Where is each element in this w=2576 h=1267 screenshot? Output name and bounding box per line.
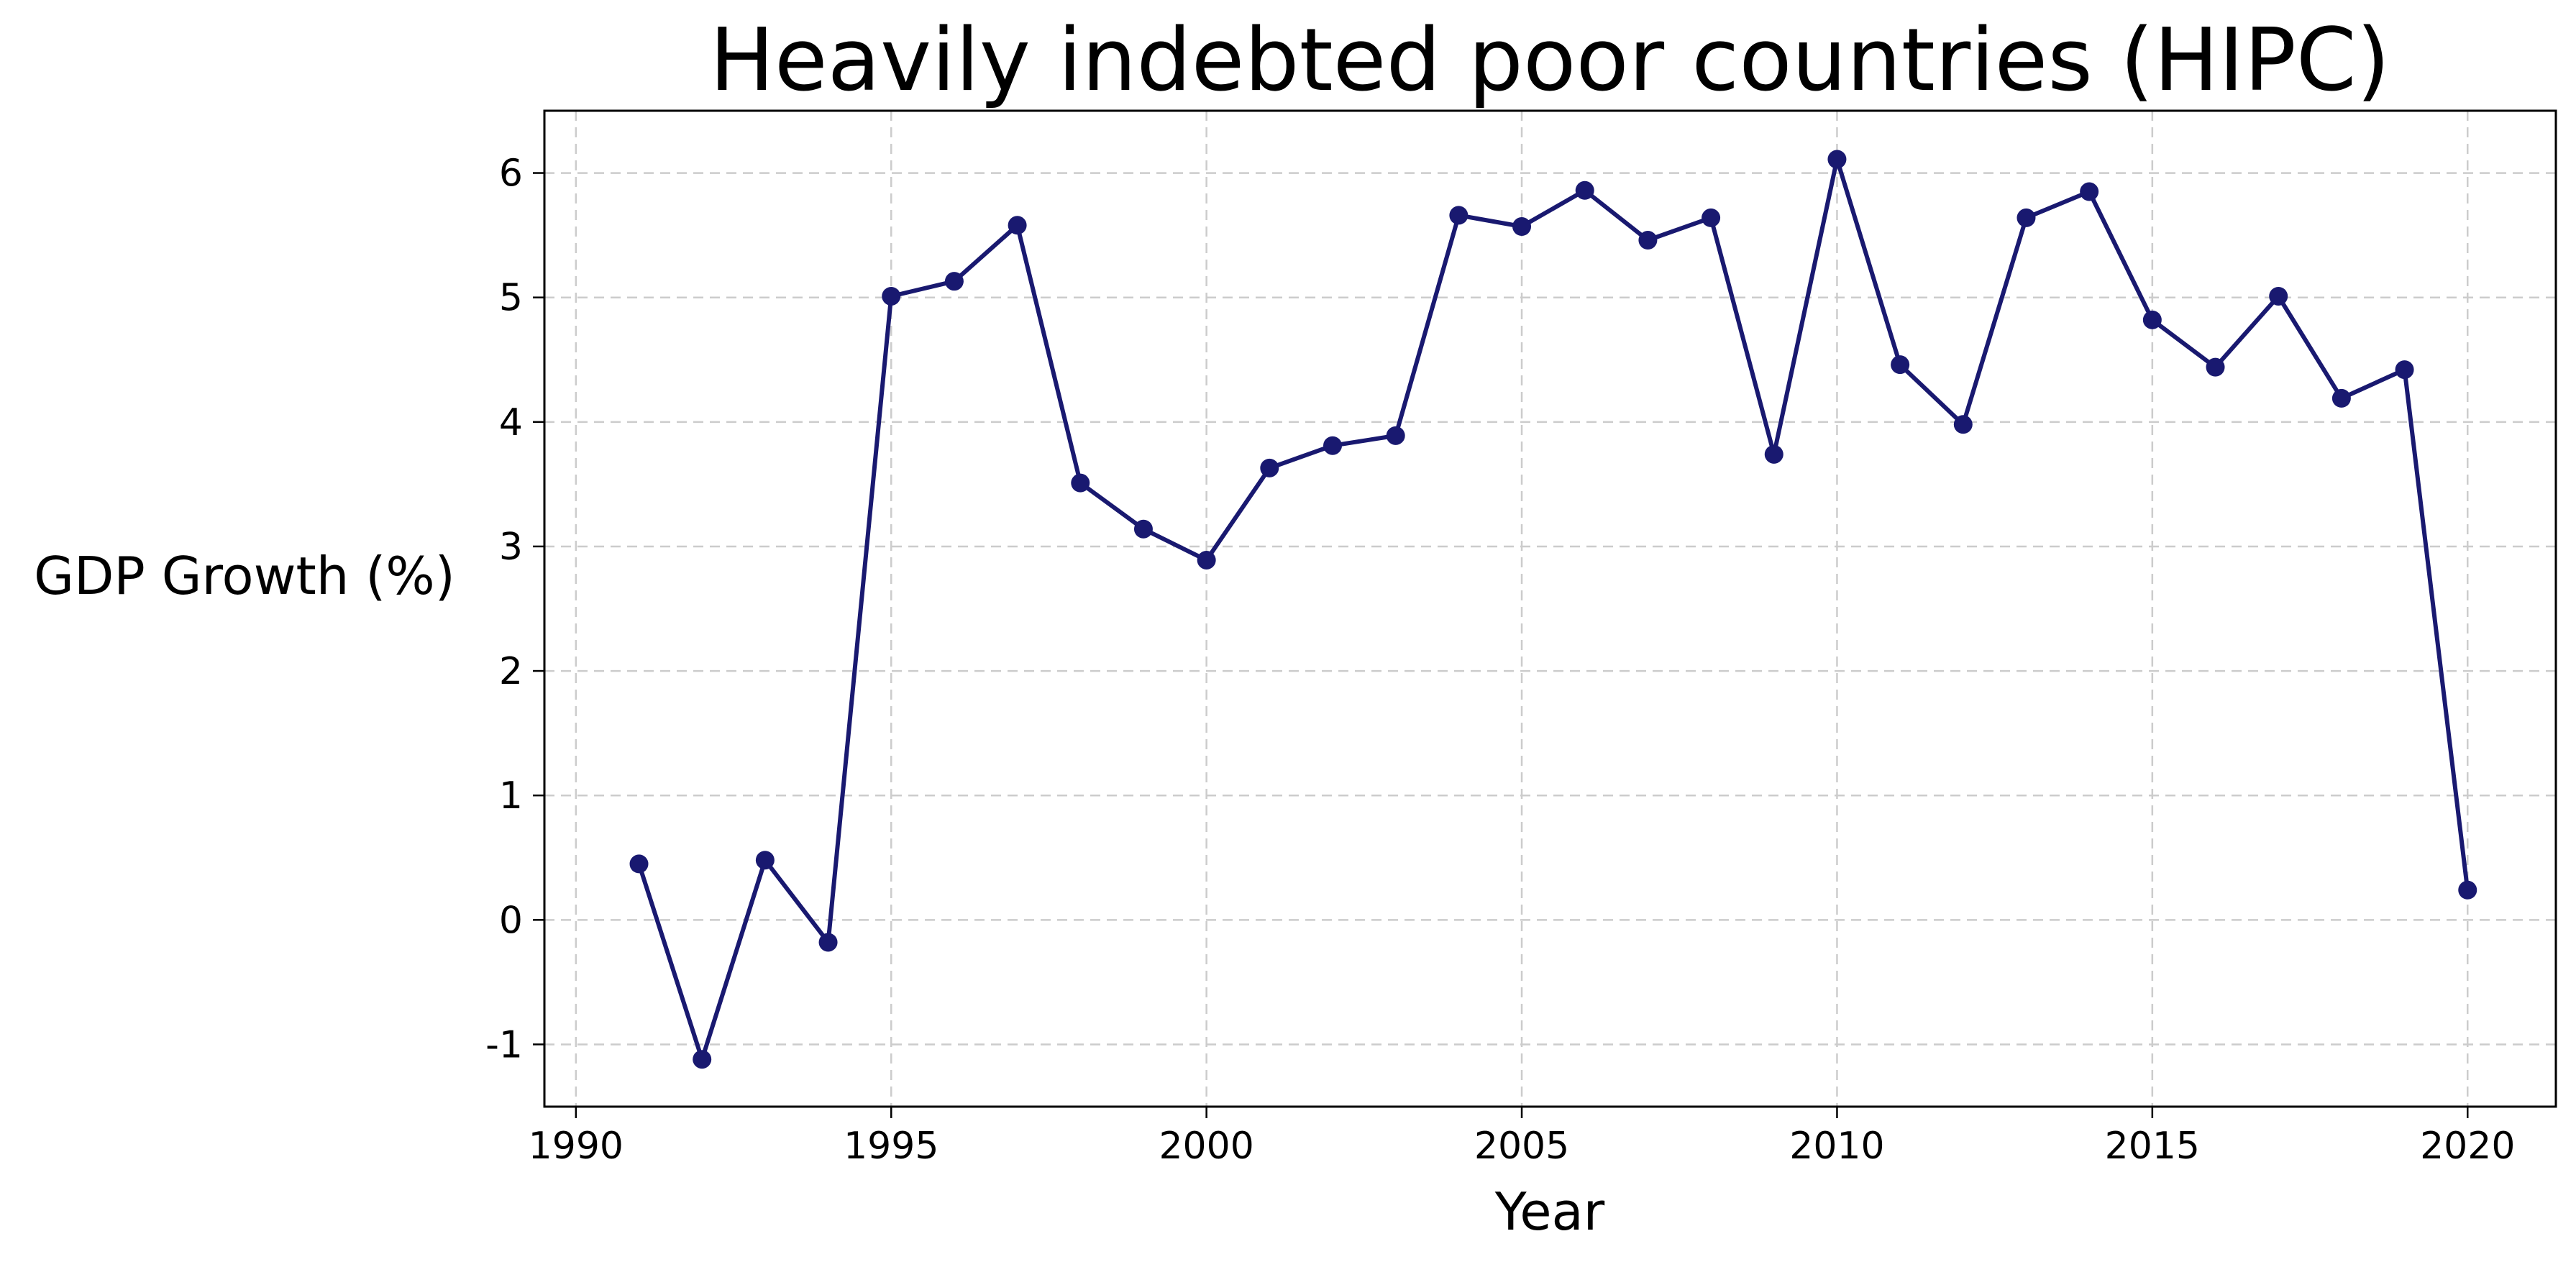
data-point — [882, 286, 901, 306]
data-point — [944, 272, 964, 291]
y-tick-label: 0 — [499, 899, 523, 942]
data-point — [1953, 415, 1973, 434]
x-tick-label: 2010 — [1789, 1125, 1884, 1168]
data-point — [2142, 310, 2162, 329]
data-point — [1512, 217, 1532, 237]
series-layer — [629, 150, 2477, 1069]
x-axis-label: Year — [1494, 1181, 1605, 1242]
x-tick-label: 2015 — [2105, 1125, 2200, 1168]
data-point — [818, 933, 838, 952]
y-tick-label: 3 — [499, 526, 523, 569]
data-point — [1575, 180, 1594, 200]
chart-title: Heavily indebted poor countries (HIPC) — [710, 11, 2390, 111]
data-point — [629, 854, 649, 874]
data-point — [1449, 206, 1469, 225]
y-tick-label: 1 — [499, 774, 523, 818]
data-point — [2458, 880, 2477, 900]
data-point — [1197, 550, 1216, 570]
grid — [544, 111, 2556, 1107]
data-point — [1133, 519, 1153, 539]
x-tick-label: 1990 — [529, 1125, 624, 1168]
data-point — [1764, 444, 1783, 464]
plot-area-frame — [543, 109, 2557, 1108]
data-point — [1071, 473, 1090, 493]
series-line — [636, 157, 2470, 1062]
axis-ticks: 1990 1995 2000 2005 2010 2015 2020 -1 0 1 2 3 4 5 6 — [485, 152, 2515, 1168]
y-tick-label: 6 — [499, 152, 523, 196]
data-point — [755, 851, 775, 870]
data-point — [693, 1050, 712, 1069]
data-point — [2269, 286, 2288, 306]
y-axis-label: GDP Growth (%) — [34, 546, 455, 606]
data-point — [1008, 216, 1027, 235]
data-point — [1638, 231, 1658, 250]
data-point — [1323, 436, 1343, 455]
data-point — [1827, 150, 1847, 169]
x-tick-label: 1995 — [844, 1125, 938, 1168]
data-point — [1702, 208, 1721, 227]
data-point — [2395, 360, 2414, 380]
data-point — [2206, 357, 2225, 377]
y-tick-label: 4 — [499, 401, 523, 444]
data-point — [2080, 182, 2099, 201]
data-point — [1260, 458, 1279, 477]
data-point — [1386, 426, 1405, 445]
data-point — [2331, 388, 2351, 408]
data-point — [1891, 355, 1910, 375]
y-tick-label: 2 — [499, 650, 523, 693]
y-tick-label: 5 — [499, 277, 523, 320]
x-tick-label: 2000 — [1159, 1125, 1253, 1168]
y-tick-label: -1 — [485, 1023, 523, 1066]
x-tick-label: 2005 — [1474, 1125, 1569, 1168]
data-point — [2017, 208, 2036, 227]
x-tick-label: 2020 — [2420, 1125, 2515, 1168]
